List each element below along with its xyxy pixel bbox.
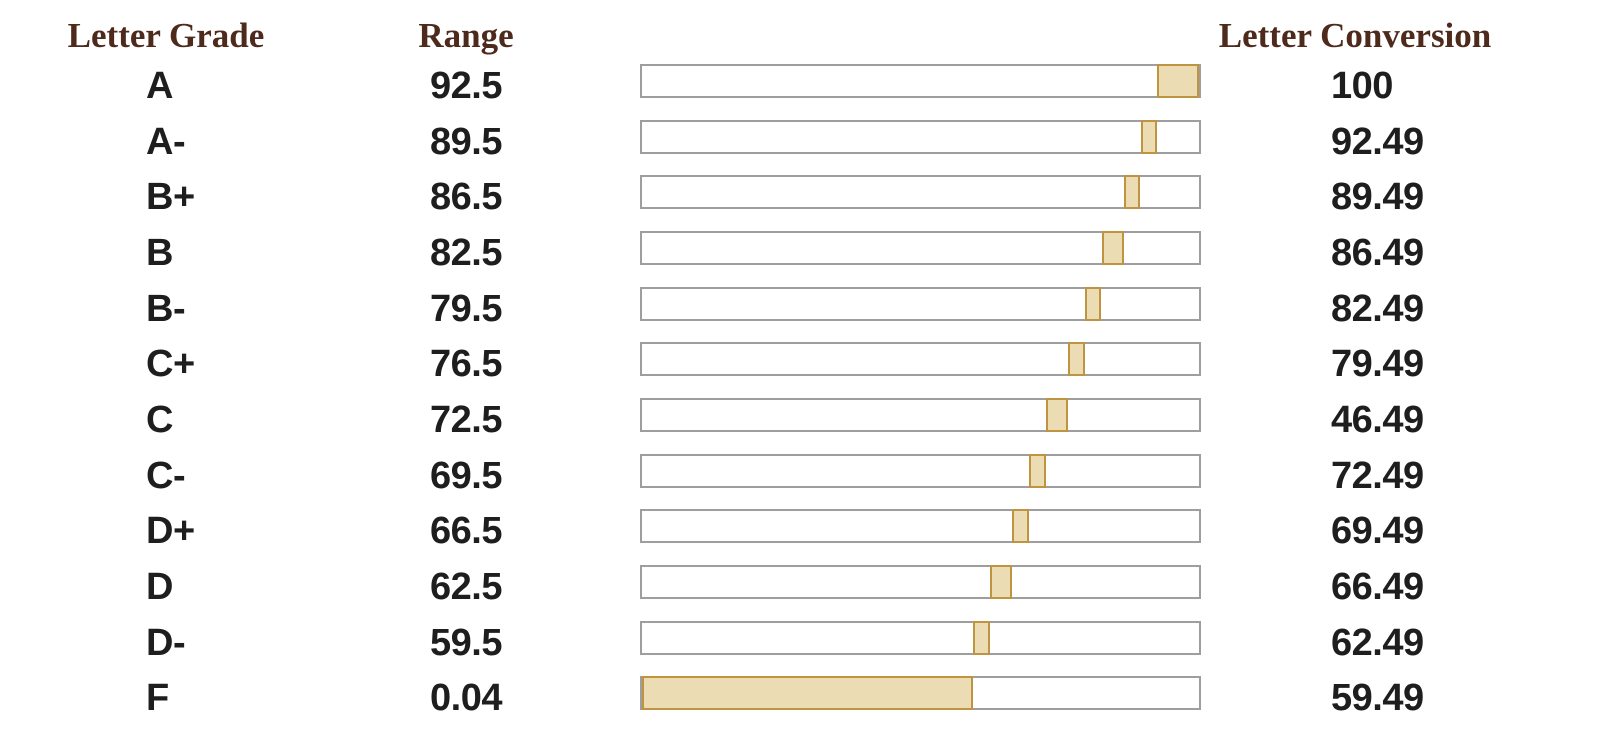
grade-band-track bbox=[640, 564, 1201, 599]
grade-band-range-handle[interactable] bbox=[1140, 119, 1158, 154]
range-value: 89.5 bbox=[430, 120, 502, 163]
grade-band-track bbox=[640, 620, 1201, 655]
letter-grade-value: B+ bbox=[146, 176, 195, 219]
grade-band-track bbox=[640, 119, 1201, 154]
grade-band-track bbox=[640, 676, 1201, 711]
letter-conversion-value: 79.49 bbox=[1331, 343, 1424, 386]
letter-conversion-value: 66.49 bbox=[1331, 565, 1424, 608]
grade-band-track bbox=[640, 230, 1201, 265]
grade-row: B- 79.5 82.49 bbox=[0, 281, 1600, 337]
letter-grade-value: D+ bbox=[146, 510, 195, 553]
letter-grade-value: D- bbox=[146, 621, 186, 664]
range-value: 72.5 bbox=[430, 398, 502, 441]
letter-conversion-value: 86.49 bbox=[1331, 231, 1424, 274]
grade-band-track bbox=[640, 175, 1201, 210]
grade-row: D- 59.5 62.49 bbox=[0, 615, 1600, 671]
letter-grade-value: F bbox=[146, 677, 169, 720]
grade-row: D 62.5 66.49 bbox=[0, 559, 1600, 615]
letter-grade-value: D bbox=[146, 565, 173, 608]
range-value: 86.5 bbox=[430, 176, 502, 219]
grade-row: F 0.04 59.49 bbox=[0, 670, 1600, 726]
grade-row: C 72.5 46.49 bbox=[0, 392, 1600, 448]
grade-band-range-handle[interactable] bbox=[1157, 64, 1199, 98]
grade-row: A 92.5 100 bbox=[0, 58, 1600, 114]
grade-row: C- 69.5 72.49 bbox=[0, 448, 1600, 504]
column-header-letter-conversion: Letter Conversion bbox=[1218, 16, 1492, 55]
column-header-letter-grade: Letter Grade bbox=[67, 16, 265, 55]
range-value: 59.5 bbox=[430, 621, 502, 664]
letter-grade-value: C bbox=[146, 398, 173, 441]
grade-band-range-handle[interactable] bbox=[973, 620, 991, 655]
letter-grade-value: A bbox=[146, 65, 173, 107]
grade-row: B 82.5 86.49 bbox=[0, 225, 1600, 281]
grade-band-range-handle[interactable] bbox=[1123, 175, 1141, 210]
grade-row: A- 89.5 92.49 bbox=[0, 114, 1600, 170]
letter-grade-value: A- bbox=[146, 120, 186, 163]
letter-conversion-value: 82.49 bbox=[1331, 287, 1424, 330]
grade-band-range-handle[interactable] bbox=[1084, 286, 1102, 321]
range-value: 62.5 bbox=[430, 565, 502, 608]
letter-grade-value: C- bbox=[146, 454, 186, 497]
grade-band-range-handle[interactable] bbox=[642, 676, 974, 711]
letter-grade-value: B- bbox=[146, 287, 186, 330]
grade-row: D+ 66.5 69.49 bbox=[0, 503, 1600, 559]
grade-band-range-handle[interactable] bbox=[1045, 397, 1069, 432]
grade-row: B+ 86.5 89.49 bbox=[0, 169, 1600, 225]
grade-band-range-handle[interactable] bbox=[990, 564, 1013, 599]
column-header-range: Range bbox=[418, 16, 514, 55]
letter-conversion-value: 62.49 bbox=[1331, 621, 1424, 664]
letter-conversion-value: 89.49 bbox=[1331, 176, 1424, 219]
letter-conversion-value: 59.49 bbox=[1331, 677, 1424, 720]
range-value: 92.5 bbox=[430, 65, 502, 107]
range-value: 69.5 bbox=[430, 454, 502, 497]
letter-conversion-value: 72.49 bbox=[1331, 454, 1424, 497]
range-value: 76.5 bbox=[430, 343, 502, 386]
range-value: 66.5 bbox=[430, 510, 502, 553]
grade-band-range-handle[interactable] bbox=[1101, 230, 1124, 265]
grade-band-range-handle[interactable] bbox=[1012, 509, 1030, 544]
grade-row: C+ 76.5 79.49 bbox=[0, 336, 1600, 392]
range-value: 82.5 bbox=[430, 231, 502, 274]
letter-conversion-value: 46.49 bbox=[1331, 398, 1424, 441]
grade-band-track bbox=[640, 509, 1201, 544]
grade-band-range-handle[interactable] bbox=[1068, 342, 1085, 377]
grade-band-range-handle[interactable] bbox=[1029, 453, 1046, 488]
grade-band-track bbox=[640, 342, 1201, 377]
grade-band-track bbox=[640, 453, 1201, 488]
letter-conversion-value: 100 bbox=[1331, 65, 1393, 107]
grade-band-track bbox=[640, 397, 1201, 432]
letter-grade-value: B bbox=[146, 231, 173, 274]
letter-grade-value: C+ bbox=[146, 343, 195, 386]
range-value: 0.04 bbox=[430, 677, 502, 720]
letter-conversion-value: 69.49 bbox=[1331, 510, 1424, 553]
letter-conversion-value: 92.49 bbox=[1331, 120, 1424, 163]
range-value: 79.5 bbox=[430, 287, 502, 330]
grade-band-track bbox=[640, 64, 1201, 98]
grade-band-track bbox=[640, 286, 1201, 321]
